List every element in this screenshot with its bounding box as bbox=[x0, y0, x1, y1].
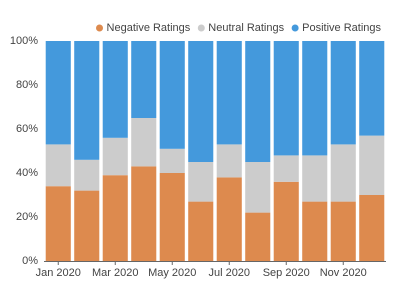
bar-segment bbox=[302, 201, 328, 261]
bar-segment bbox=[359, 135, 385, 195]
bar-segment bbox=[131, 41, 157, 118]
bar-segment bbox=[359, 41, 385, 136]
bar-segment bbox=[159, 173, 185, 261]
bar-segment bbox=[359, 195, 385, 261]
y-tick-label: 20% bbox=[16, 211, 38, 223]
legend-label: Positive Ratings bbox=[302, 22, 381, 34]
y-tick-label: 60% bbox=[16, 123, 38, 135]
bar-segment bbox=[74, 41, 100, 160]
x-tick-label: May 2020 bbox=[148, 267, 196, 279]
bar-segment bbox=[302, 155, 328, 202]
bar-segment bbox=[102, 41, 128, 138]
y-tick-label: 80% bbox=[16, 79, 38, 91]
x-tick-label: Nov 2020 bbox=[320, 267, 367, 279]
bar-segment bbox=[330, 201, 356, 261]
bar-segment bbox=[159, 41, 185, 149]
bar-segment bbox=[102, 137, 128, 176]
bar-segment bbox=[330, 144, 356, 202]
y-tick-label: 40% bbox=[16, 167, 38, 179]
bar-segment bbox=[45, 41, 71, 145]
bar-segment bbox=[245, 41, 271, 162]
x-tick-label: Sep 2020 bbox=[263, 267, 310, 279]
bar-segment bbox=[188, 41, 214, 162]
x-tick-label: Mar 2020 bbox=[92, 267, 138, 279]
legend-swatch bbox=[291, 24, 299, 32]
bar-segment bbox=[216, 41, 242, 145]
bar-segment bbox=[131, 166, 157, 261]
bar-segment bbox=[273, 41, 299, 156]
bar-segment bbox=[302, 41, 328, 156]
bar-segment bbox=[74, 190, 100, 261]
bar-segment bbox=[74, 159, 100, 191]
bar-segment bbox=[45, 186, 71, 261]
bar-segment bbox=[45, 144, 71, 187]
bar-segment bbox=[102, 175, 128, 261]
bar-segment bbox=[245, 162, 271, 213]
bar-segment bbox=[188, 201, 214, 261]
bar-segment bbox=[131, 118, 157, 167]
y-tick-label: 0% bbox=[22, 255, 38, 267]
bar-segment bbox=[245, 212, 271, 261]
bar-segment bbox=[159, 148, 185, 173]
bar-segment bbox=[216, 177, 242, 261]
bar-segment bbox=[330, 41, 356, 145]
x-tick-label: Jan 2020 bbox=[36, 267, 81, 279]
legend-swatch bbox=[197, 24, 205, 32]
x-tick-label: Jul 2020 bbox=[208, 267, 250, 279]
bar-segment bbox=[273, 181, 299, 261]
bar-segment bbox=[188, 162, 214, 202]
legend-label: Negative Ratings bbox=[107, 22, 191, 34]
legend-label: Neutral Ratings bbox=[208, 22, 284, 34]
bar-segment bbox=[216, 144, 242, 178]
bar-segment bbox=[273, 155, 299, 182]
legend-swatch bbox=[96, 24, 104, 32]
y-tick-label: 100% bbox=[10, 35, 38, 47]
